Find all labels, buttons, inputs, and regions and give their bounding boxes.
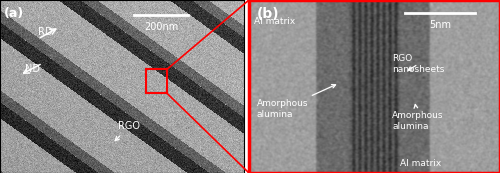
Text: RGO
nanosheets: RGO nanosheets (392, 54, 444, 74)
Text: ND: ND (26, 64, 40, 74)
Text: Al matrix: Al matrix (400, 159, 441, 168)
Text: Amorphous
alumina: Amorphous alumina (392, 104, 444, 131)
Text: RGO: RGO (115, 121, 140, 141)
Text: Al matrix: Al matrix (254, 17, 296, 26)
Text: 200nm: 200nm (144, 22, 178, 32)
Text: 5nm: 5nm (429, 20, 451, 30)
Text: Amorphous
alumina: Amorphous alumina (256, 85, 336, 119)
Bar (146, 69, 167, 93)
Text: (b): (b) (256, 7, 279, 21)
Text: RD: RD (38, 27, 52, 37)
Text: (a): (a) (4, 7, 24, 20)
